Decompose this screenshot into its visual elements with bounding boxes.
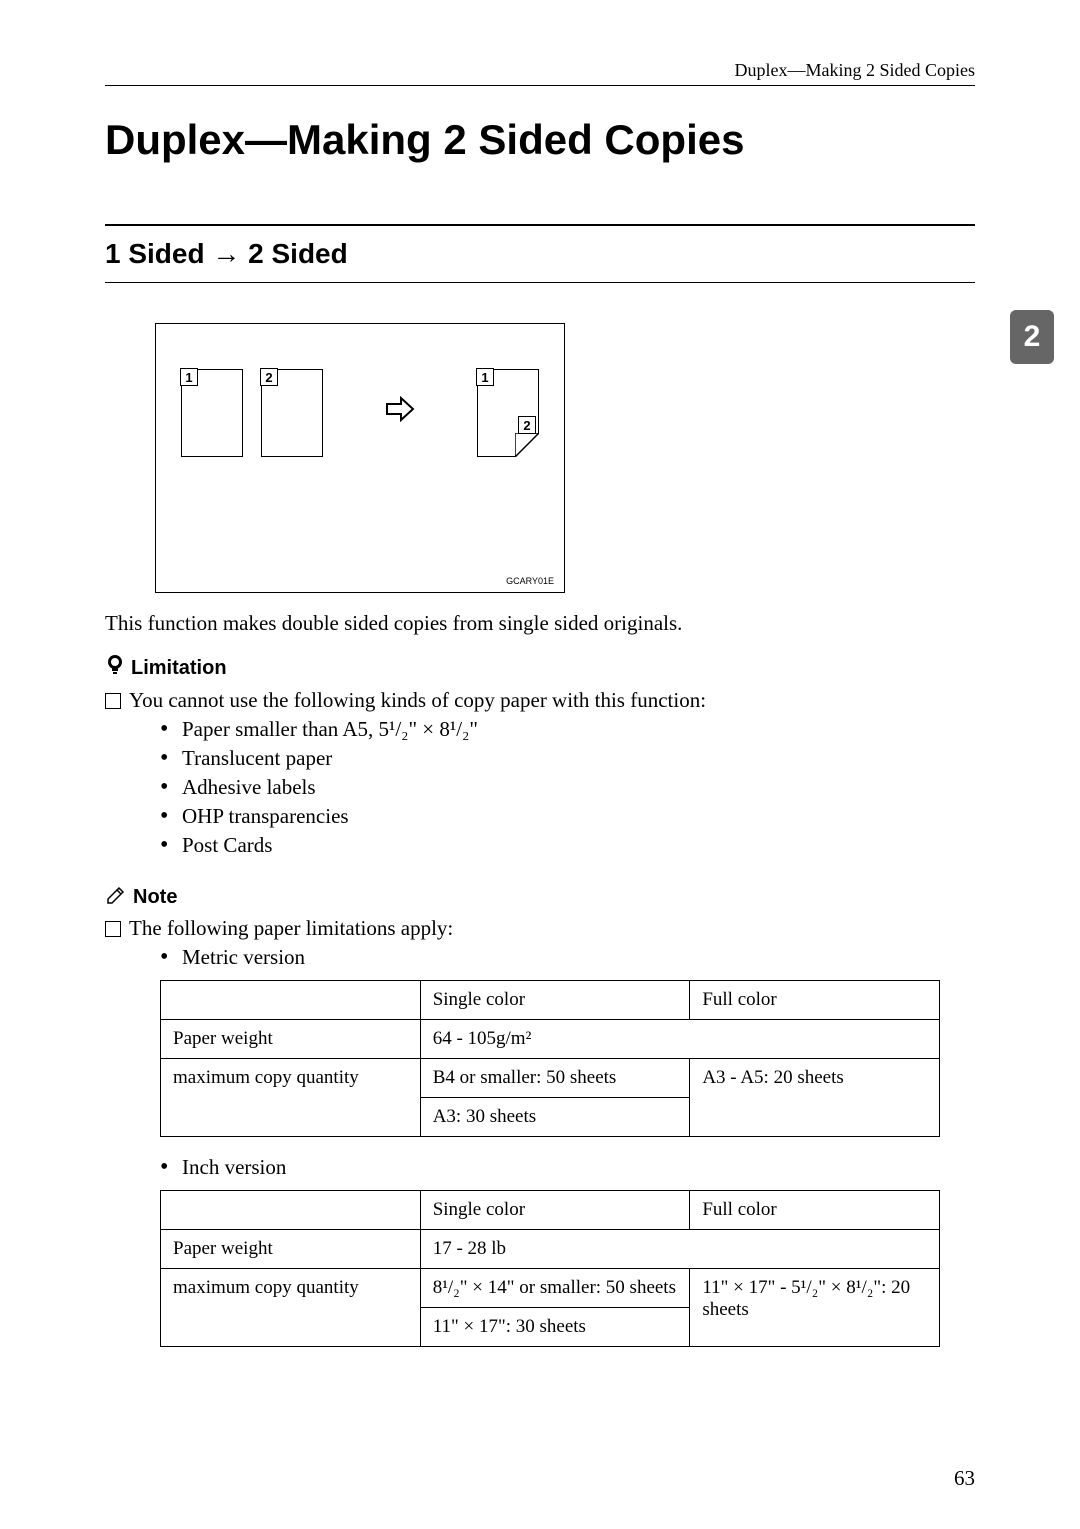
metric-version-label: Metric version [160, 945, 975, 970]
table-row: maximum copy quantity B4 or smaller: 50 … [161, 1059, 940, 1098]
table-header-empty [161, 981, 421, 1020]
table-header-full: Full color [690, 1191, 940, 1230]
header-breadcrumb: Duplex—Making 2 Sided Copies [105, 60, 975, 86]
table-row: maximum copy quantity 8¹/₂" × 14" or sma… [161, 1269, 940, 1308]
limitation-list: Paper smaller than A5, 5¹/₂" × 8¹/₂" Tra… [105, 717, 975, 858]
limitation-heading: Limitation [105, 654, 975, 682]
note-line: The following paper limitations apply: [105, 916, 975, 941]
table-cell: 8¹/₂" × 14" or smaller: 50 sheets [420, 1269, 690, 1308]
lightbulb-icon [105, 654, 125, 682]
arrow-icon [385, 396, 415, 430]
table-row: Single color Full color [161, 981, 940, 1020]
table-cell: 11" × 17" - 5¹/₂" × 8¹/₂": 20 sheets [690, 1269, 940, 1347]
list-item: Translucent paper [160, 746, 975, 771]
list-item: OHP transparencies [160, 804, 975, 829]
list-item: Paper smaller than A5, 5¹/₂" × 8¹/₂" [160, 717, 975, 742]
list-item: Adhesive labels [160, 775, 975, 800]
table-cell: maximum copy quantity [161, 1059, 421, 1137]
inch-table: Single color Full color Paper weight 17 … [160, 1190, 940, 1347]
table-cell: Paper weight [161, 1230, 421, 1269]
limitation-label: Limitation [131, 657, 227, 680]
table-header-full: Full color [690, 981, 940, 1020]
intro-text: This function makes double sided copies … [105, 611, 975, 636]
note-heading: Note [105, 884, 975, 910]
checkbox-icon [105, 693, 121, 709]
table-cell: maximum copy quantity [161, 1269, 421, 1347]
section-header: 1 Sided → 2 Sided [105, 224, 975, 283]
limitation-text: You cannot use the following kinds of co… [129, 688, 706, 713]
inch-version-label: Inch version [160, 1155, 975, 1180]
limitation-line: You cannot use the following kinds of co… [105, 688, 975, 713]
pencil-icon [105, 884, 127, 910]
note-text: The following paper limitations apply: [129, 916, 453, 941]
section-title: 1 Sided → 2 Sided [105, 238, 975, 270]
diagram-inner: 1 2 1 2 [181, 369, 539, 457]
result-front-num: 1 [476, 368, 494, 386]
table-cell: Paper weight [161, 1020, 421, 1059]
chapter-tab: 2 [1010, 310, 1054, 364]
source-page-2: 2 [261, 369, 323, 457]
table-header-empty [161, 1191, 421, 1230]
table-cell: B4 or smaller: 50 sheets [420, 1059, 690, 1098]
result-page: 1 2 [477, 369, 539, 457]
list-item: Post Cards [160, 833, 975, 858]
breadcrumb-text: Duplex—Making 2 Sided Copies [735, 60, 976, 80]
checkbox-icon [105, 921, 121, 937]
version-list: Metric version [105, 945, 975, 970]
table-cell: 17 - 28 lb [420, 1230, 939, 1269]
table-row: Paper weight 64 - 105g/m² [161, 1020, 940, 1059]
table-cell: 11" × 17": 30 sheets [420, 1308, 690, 1347]
table-cell: A3: 30 sheets [420, 1098, 690, 1137]
page-number-1: 1 [180, 368, 198, 386]
fold-corner-icon [515, 433, 539, 457]
duplex-diagram: 1 2 1 2 GCARY01E [155, 323, 565, 593]
page-number: 63 [954, 1466, 975, 1491]
page-title: Duplex—Making 2 Sided Copies [105, 116, 975, 164]
table-cell: A3 - A5: 20 sheets [690, 1059, 940, 1137]
page-number-2: 2 [260, 368, 278, 386]
table-header-single: Single color [420, 981, 690, 1020]
table-cell: 64 - 105g/m² [420, 1020, 939, 1059]
version-list: Inch version [105, 1155, 975, 1180]
metric-table: Single color Full color Paper weight 64 … [160, 980, 940, 1137]
diagram-code: GCARY01E [506, 576, 554, 586]
table-row: Paper weight 17 - 28 lb [161, 1230, 940, 1269]
table-header-single: Single color [420, 1191, 690, 1230]
result-back-num: 2 [518, 416, 536, 434]
source-pages: 1 2 [181, 369, 323, 457]
table-row: Single color Full color [161, 1191, 940, 1230]
note-label: Note [133, 886, 177, 909]
source-page-1: 1 [181, 369, 243, 457]
